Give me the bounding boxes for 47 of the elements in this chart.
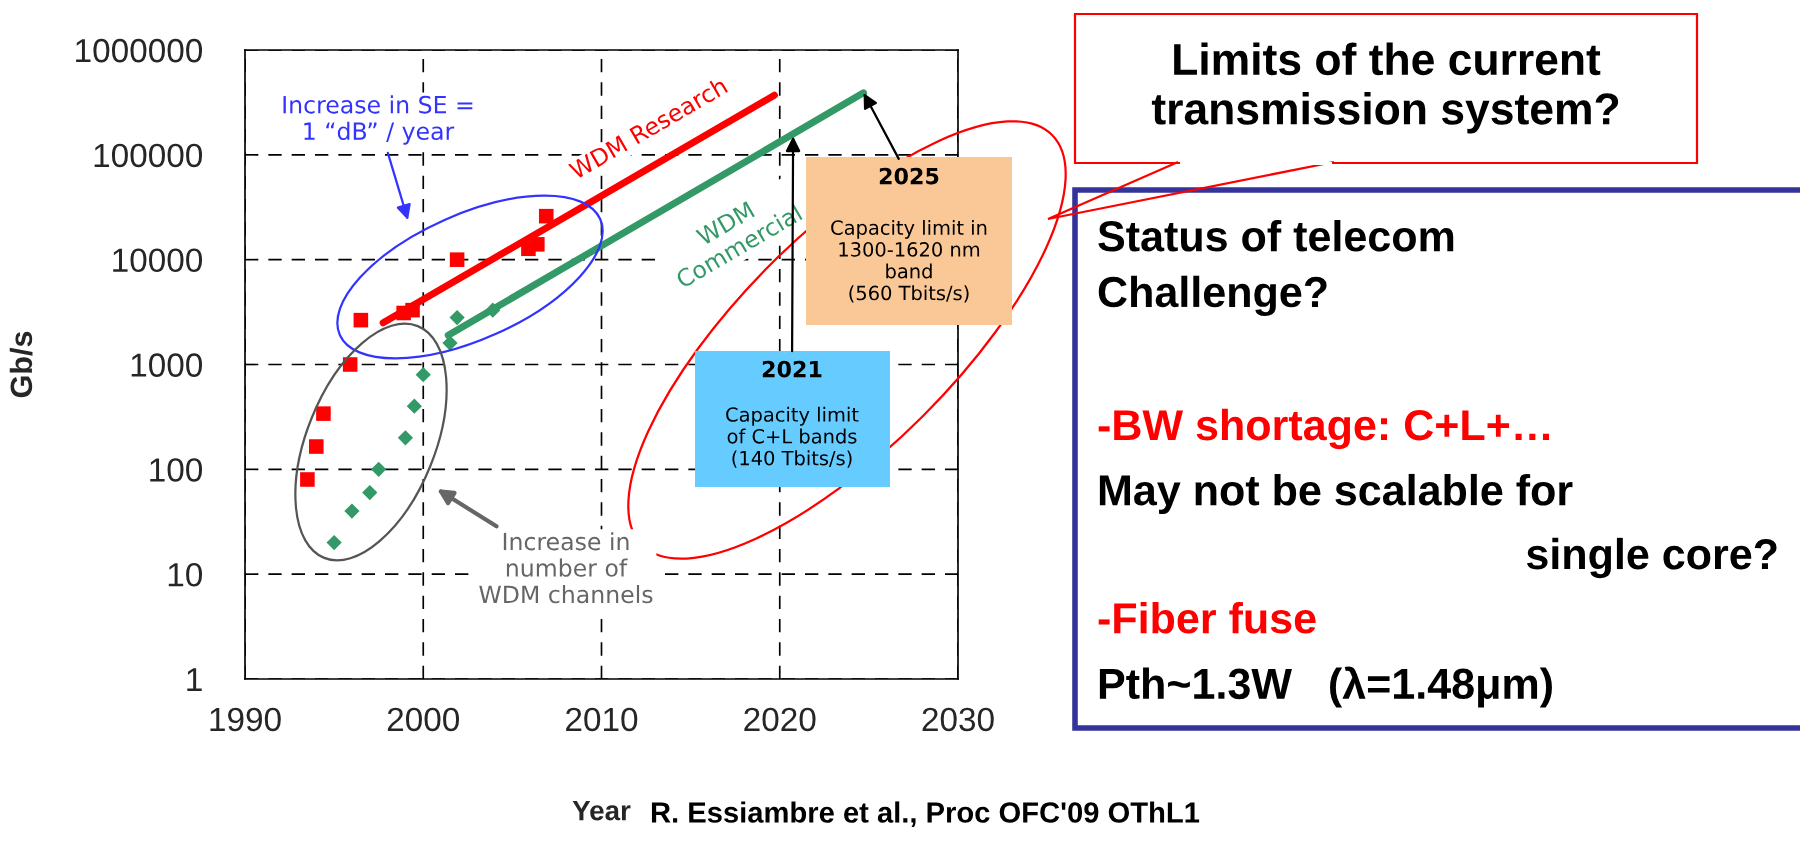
x-tick-label: 2020 <box>744 707 816 732</box>
point <box>309 439 324 454</box>
annotation: Capacity limit in 1300-1620 nm band (560 Tbits/s) <box>831 219 987 303</box>
text: -Fiber fuse <box>1098 601 1316 634</box>
y-axis-title: Gb/s <box>9 331 33 398</box>
y-tick-label: 10 <box>168 562 203 587</box>
point <box>362 484 378 501</box>
x-axis-title: Year <box>572 801 631 821</box>
y-tick-label: 1000000 <box>76 38 203 63</box>
text: R. Essiambre et al., Proc OFC'09 OThL1 <box>651 801 1200 828</box>
point <box>449 310 465 326</box>
y-tick-label: 100000 <box>94 143 203 168</box>
point <box>442 335 458 351</box>
text: single core? <box>1526 537 1777 579</box>
text: May not be scalable for <box>1099 473 1573 515</box>
text: Status of telecom Challenge? <box>1098 219 1454 317</box>
text: Limits of the current transmission system? <box>1151 42 1619 134</box>
y-tick-label: 10000 <box>113 248 203 273</box>
text: Pth~1.3W (λ=1.48μm) <box>1099 666 1552 708</box>
annotation: Increase in number of WDM channels <box>479 532 653 604</box>
point <box>342 357 358 372</box>
point <box>300 472 315 487</box>
point <box>326 535 342 551</box>
y-tick-label: 1 <box>187 668 202 692</box>
annotation: 2025 <box>879 167 939 185</box>
annotation: 2021 <box>762 360 822 378</box>
x-tick-label: 2000 <box>387 707 460 732</box>
point <box>449 252 465 267</box>
point <box>406 398 422 414</box>
text: -BW shortage: C+L+… <box>1098 408 1550 450</box>
point <box>530 237 545 252</box>
y-tick-label: 1000 <box>131 353 203 377</box>
point <box>344 503 360 519</box>
x-tick-label: 2030 <box>922 707 994 732</box>
point <box>353 312 369 328</box>
point <box>485 302 501 318</box>
y-tick-label: 100 <box>150 458 203 482</box>
point <box>538 208 554 224</box>
point <box>415 367 431 383</box>
x-tick-label: 2010 <box>566 707 638 732</box>
annotation: Increase in SE = 1 “dB” / year <box>283 95 473 145</box>
point <box>405 302 420 318</box>
point <box>316 406 331 421</box>
point <box>397 430 414 446</box>
x-tick-label: 1990 <box>210 707 281 732</box>
point <box>371 461 387 477</box>
annotation: Capacity limit of C+L bands (140 Tbits/s) <box>726 406 859 468</box>
